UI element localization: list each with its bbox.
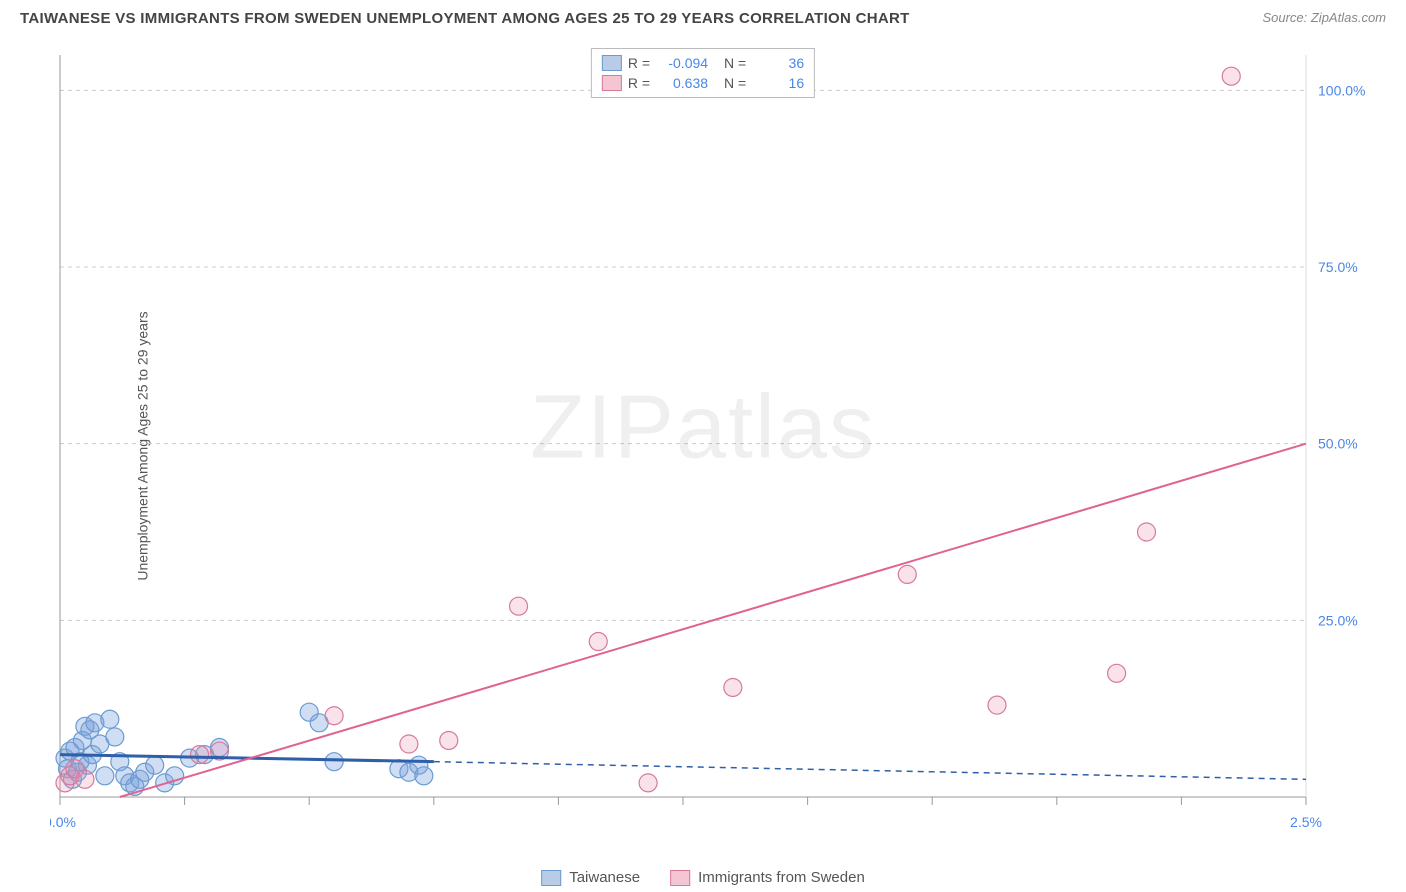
- legend-row: R = 0.638 N = 16: [602, 73, 804, 93]
- n-label: N =: [724, 55, 746, 71]
- svg-text:25.0%: 25.0%: [1318, 612, 1358, 628]
- legend-series: Taiwanese Immigrants from Sweden: [541, 869, 865, 886]
- n-label: N =: [724, 75, 746, 91]
- legend-label: Taiwanese: [569, 869, 640, 886]
- legend-row: R = -0.094 N = 36: [602, 53, 804, 73]
- r-value: -0.094: [656, 55, 708, 71]
- swatch-icon: [602, 75, 622, 91]
- n-value: 36: [752, 55, 804, 71]
- chart-title: TAIWANESE VS IMMIGRANTS FROM SWEDEN UNEM…: [20, 10, 910, 27]
- svg-text:50.0%: 50.0%: [1318, 436, 1358, 452]
- source-label: Source: ZipAtlas.com: [1262, 10, 1386, 25]
- scatter-chart: 25.0% 50.0% 75.0% 100.0% 0.0% 2.5%: [50, 45, 1386, 837]
- swatch-icon: [670, 870, 690, 886]
- swatch-icon: [602, 55, 622, 71]
- r-value: 0.638: [656, 75, 708, 91]
- chart-area: 25.0% 50.0% 75.0% 100.0% 0.0% 2.5%: [50, 45, 1386, 837]
- svg-text:75.0%: 75.0%: [1318, 259, 1358, 275]
- r-label: R =: [628, 75, 650, 91]
- legend-label: Immigrants from Sweden: [698, 869, 865, 886]
- r-label: R =: [628, 55, 650, 71]
- title-bar: TAIWANESE VS IMMIGRANTS FROM SWEDEN UNEM…: [0, 0, 1406, 27]
- svg-text:2.5%: 2.5%: [1290, 814, 1322, 830]
- legend-item: Taiwanese: [541, 869, 640, 886]
- swatch-icon: [541, 870, 561, 886]
- n-value: 16: [752, 75, 804, 91]
- svg-text:0.0%: 0.0%: [50, 814, 76, 830]
- legend-correlation: R = -0.094 N = 36 R = 0.638 N = 16: [591, 48, 815, 98]
- legend-item: Immigrants from Sweden: [670, 869, 865, 886]
- svg-text:100.0%: 100.0%: [1318, 82, 1365, 98]
